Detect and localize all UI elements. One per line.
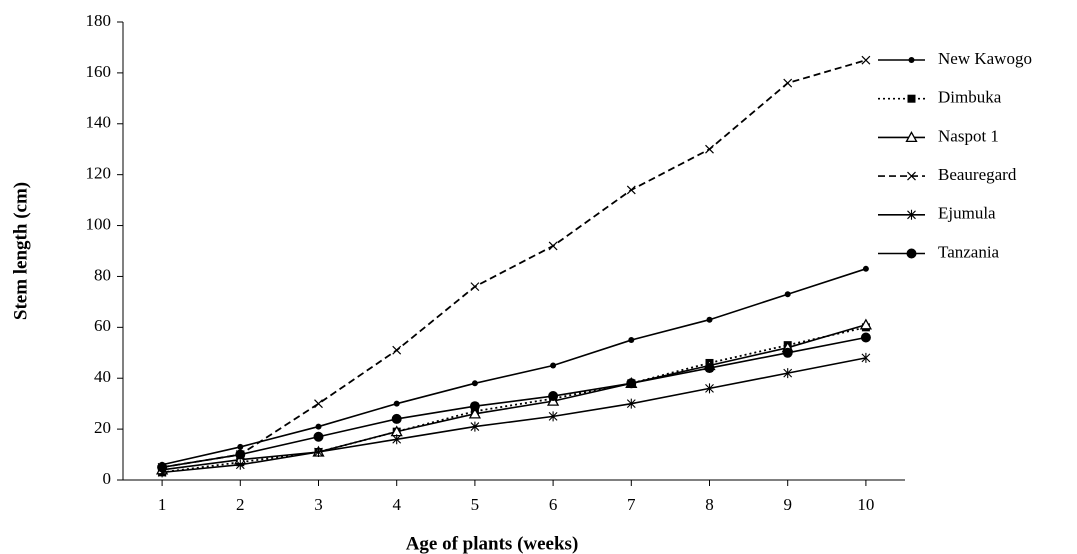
point — [548, 391, 559, 402]
legend-marker — [905, 131, 918, 143]
point — [706, 316, 713, 323]
x-tick-label: 8 — [705, 495, 714, 514]
series-line — [161, 324, 867, 471]
series-line — [161, 268, 867, 466]
point — [392, 345, 402, 355]
point — [393, 400, 400, 407]
y-axis-label: Stem length (cm) — [10, 182, 31, 320]
point — [548, 411, 558, 422]
series-line — [161, 59, 867, 469]
point — [628, 337, 635, 344]
y-tick-label: 100 — [86, 214, 112, 233]
y-tick-label: 20 — [94, 418, 111, 437]
point — [157, 462, 168, 473]
point — [859, 318, 873, 330]
y-tick-label: 0 — [103, 469, 112, 488]
y-tick-label: 80 — [94, 265, 111, 284]
y-tick-label: 140 — [86, 113, 112, 132]
x-tick-label: 2 — [236, 495, 245, 514]
x-tick-label: 6 — [549, 495, 558, 514]
legend-label: Tanzania — [938, 242, 1000, 261]
y-tick-label: 40 — [94, 367, 111, 386]
point — [550, 362, 557, 369]
point — [314, 399, 323, 409]
x-tick-label: 5 — [471, 495, 480, 514]
legend-marker — [907, 209, 916, 220]
series-line — [162, 357, 867, 474]
y-tick-label: 180 — [86, 11, 112, 30]
x-tick-label: 4 — [392, 495, 401, 514]
legend-marker — [907, 171, 916, 181]
legend-marker — [906, 248, 917, 259]
x-tick-label: 10 — [857, 495, 874, 514]
legend-marker — [907, 94, 916, 103]
point — [391, 413, 402, 424]
legend-label: Dimbuka — [938, 88, 1002, 107]
point — [469, 401, 480, 412]
legend-label: Naspot 1 — [938, 126, 999, 145]
point — [548, 241, 558, 251]
point — [235, 449, 246, 460]
point — [470, 282, 480, 292]
point — [313, 431, 324, 442]
point — [237, 443, 244, 450]
point — [860, 332, 871, 343]
x-tick-label: 9 — [783, 495, 792, 514]
legend-label: New Kawogo — [938, 49, 1032, 68]
point — [861, 352, 871, 363]
point — [314, 447, 323, 458]
point — [315, 423, 322, 430]
point — [704, 363, 715, 374]
point — [705, 383, 714, 394]
x-axis-label: Age of plants (weeks) — [406, 533, 579, 554]
y-tick-label: 60 — [94, 316, 111, 335]
x-tick-label: 1 — [158, 495, 167, 514]
x-tick-label: 7 — [627, 495, 636, 514]
point — [235, 459, 245, 470]
point — [862, 265, 869, 272]
point — [626, 398, 636, 409]
point — [784, 291, 791, 298]
series-line — [161, 336, 867, 469]
legend-label: Beauregard — [938, 165, 1017, 184]
point — [626, 378, 637, 389]
point — [861, 55, 871, 65]
point — [783, 78, 793, 88]
point — [470, 421, 480, 432]
series-line — [161, 326, 867, 474]
point — [471, 380, 478, 387]
point — [468, 407, 482, 419]
point — [705, 144, 714, 154]
point — [392, 434, 402, 445]
point — [626, 185, 636, 195]
y-tick-label: 120 — [86, 164, 112, 183]
point — [783, 368, 793, 379]
legend-marker — [908, 57, 915, 63]
y-tick-label: 160 — [86, 62, 112, 81]
x-tick-label: 3 — [314, 495, 323, 514]
legend-label: Ejumula — [938, 204, 996, 223]
point — [782, 347, 793, 358]
